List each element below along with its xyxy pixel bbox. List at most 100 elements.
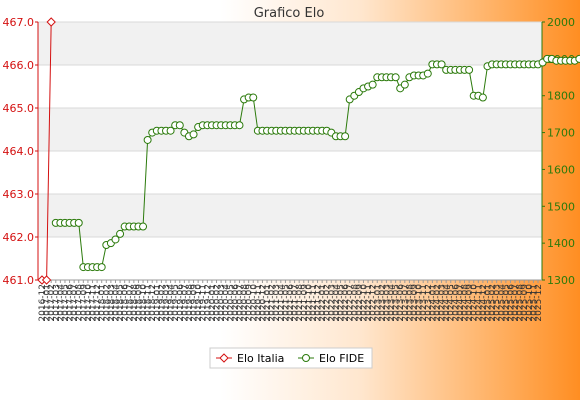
left-tick-label: 463.0 bbox=[3, 188, 35, 201]
x-tick-label: 2025-03 bbox=[493, 284, 503, 322]
x-tick-label: 2024-03 bbox=[438, 284, 448, 322]
x-tick-label: 2021-12 bbox=[314, 284, 324, 322]
legend-label-fide: Elo FIDE bbox=[319, 352, 364, 365]
x-tick-label: 2024-05 bbox=[447, 284, 457, 322]
x-tick-label: 2020-09 bbox=[245, 284, 255, 322]
x-tick-label: 2021-07 bbox=[291, 284, 301, 322]
x-tick-label: 2025-04 bbox=[497, 284, 507, 322]
data-point bbox=[166, 126, 175, 135]
x-tick-label: 2018-10 bbox=[139, 284, 149, 322]
x-tick-label: 2019-10 bbox=[194, 284, 204, 322]
x-tick-label: 2018-09 bbox=[134, 284, 144, 322]
x-tick-label: 2023-04 bbox=[387, 284, 397, 322]
plot-band bbox=[38, 22, 542, 65]
x-tick-label: 2025-09 bbox=[520, 284, 530, 322]
x-tick-label: 2017-12 bbox=[93, 284, 103, 322]
chart-title: Grafico Elo bbox=[254, 6, 325, 21]
data-point bbox=[46, 17, 56, 27]
series-elo-fide bbox=[51, 54, 580, 272]
x-tick-label: 2018-11 bbox=[144, 284, 154, 322]
x-tick-label: 2024-10 bbox=[470, 284, 480, 322]
right-tick-label: 1600 bbox=[547, 163, 575, 176]
x-tick-label: 2020-01 bbox=[208, 284, 218, 322]
x-tick-label: 2022-10 bbox=[359, 284, 369, 322]
legend-box bbox=[209, 347, 373, 369]
x-tick-label: 2024-11 bbox=[474, 284, 484, 322]
right-tick-label: 1500 bbox=[547, 200, 575, 213]
x-tick-label: 2017-05 bbox=[61, 284, 71, 322]
x-tick-label: 2018-06 bbox=[121, 284, 131, 322]
x-tick-label: 2020-04 bbox=[222, 284, 232, 322]
x-tick-label: 2025-10 bbox=[525, 284, 535, 322]
x-tick-label: 2017-01 bbox=[43, 284, 53, 322]
x-tick-label: 2023-08 bbox=[405, 284, 415, 322]
x-tick-label: 2023-09 bbox=[410, 284, 420, 322]
x-tick-label: 2022-03 bbox=[327, 284, 337, 322]
x-tick-label: 2021-02 bbox=[268, 284, 278, 322]
x-tick-label: 2020-05 bbox=[226, 284, 236, 322]
x-tick-label: 2020-08 bbox=[240, 284, 250, 322]
left-tick-label: 465.0 bbox=[3, 102, 35, 115]
left-tick-label: 461.0 bbox=[3, 274, 35, 287]
x-tick-label: 2024-12 bbox=[479, 284, 489, 322]
x-tick-label: 2020-10 bbox=[249, 284, 259, 322]
x-tick-label: 2024-08 bbox=[461, 284, 471, 322]
x-tick-label: 2023-10 bbox=[415, 284, 425, 322]
x-tick-label: 2023-02 bbox=[378, 284, 388, 322]
right-tick-label: 1700 bbox=[547, 127, 575, 140]
x-tick-label: 2023-12 bbox=[424, 284, 434, 322]
right-tick-label: 2000 bbox=[547, 16, 575, 29]
x-tick-label: 2019-02 bbox=[157, 284, 167, 322]
legend: Elo Italia Elo FIDE bbox=[209, 347, 373, 369]
data-point bbox=[465, 65, 474, 74]
x-tick-label: 2019-06 bbox=[176, 284, 186, 322]
x-tick-label: 2023-11 bbox=[419, 284, 429, 322]
x-tick-label: 2019-03 bbox=[162, 284, 172, 322]
x-tick-label: 2023-05 bbox=[392, 284, 402, 322]
x-tick-label: 2019-08 bbox=[185, 284, 195, 322]
x-tick-label: 2017-08 bbox=[75, 284, 85, 322]
x-tick-label: 2020-11 bbox=[254, 284, 264, 322]
plot-band bbox=[38, 194, 542, 237]
x-tick-label: 2022-05 bbox=[337, 284, 347, 322]
data-point bbox=[175, 121, 184, 130]
x-tick-label: 2025-07 bbox=[511, 284, 521, 322]
x-tick-label: 2022-02 bbox=[323, 284, 333, 322]
x-tick-label: 2017-04 bbox=[56, 284, 66, 322]
x-tick-label: 2023-01 bbox=[373, 284, 383, 322]
legend-label-italia: Elo Italia bbox=[237, 352, 284, 365]
x-tick-label: 2022-11 bbox=[364, 284, 374, 322]
x-tick-label: 2017-06 bbox=[66, 284, 76, 322]
x-tick-label: 2018-08 bbox=[130, 284, 140, 322]
x-tick-label: 2020-07 bbox=[235, 284, 245, 322]
x-tick-label: 2022-07 bbox=[346, 284, 356, 322]
x-tick-label: 2017-07 bbox=[70, 284, 80, 322]
x-tick-label: 2021-11 bbox=[309, 284, 319, 322]
data-point bbox=[116, 229, 125, 238]
x-tick-label: 2025-06 bbox=[506, 284, 516, 322]
x-tick-label: 2018-02 bbox=[102, 284, 112, 322]
data-point bbox=[235, 121, 244, 130]
x-tick-label: 2025-11 bbox=[529, 284, 539, 322]
data-point bbox=[74, 218, 83, 227]
x-tick-label: 2021-03 bbox=[272, 284, 282, 322]
x-tick-label: 2019-01 bbox=[153, 284, 163, 322]
data-point bbox=[423, 69, 432, 78]
x-tick-label: 2022-09 bbox=[355, 284, 365, 322]
x-tick-label: 2018-03 bbox=[107, 284, 117, 322]
x-tick-label: 2019-04 bbox=[167, 284, 177, 322]
x-tick-label: 2021-01 bbox=[263, 284, 273, 322]
x-tick-label: 2022-06 bbox=[341, 284, 351, 322]
legend-circle-marker-icon bbox=[302, 354, 310, 362]
x-tick-label: 2018-12 bbox=[148, 284, 158, 322]
legend-diamond-marker-icon bbox=[219, 353, 229, 363]
x-tick-label: 2017-09 bbox=[79, 284, 89, 322]
left-tick-label: 466.0 bbox=[3, 59, 35, 72]
data-point bbox=[341, 132, 350, 141]
x-tick-label: 2016-12 bbox=[38, 284, 48, 322]
data-point bbox=[391, 73, 400, 82]
x-tick-label: 2020-06 bbox=[231, 284, 241, 322]
x-tick-label: 2025-08 bbox=[516, 284, 526, 322]
series-elo-italia bbox=[37, 17, 56, 285]
